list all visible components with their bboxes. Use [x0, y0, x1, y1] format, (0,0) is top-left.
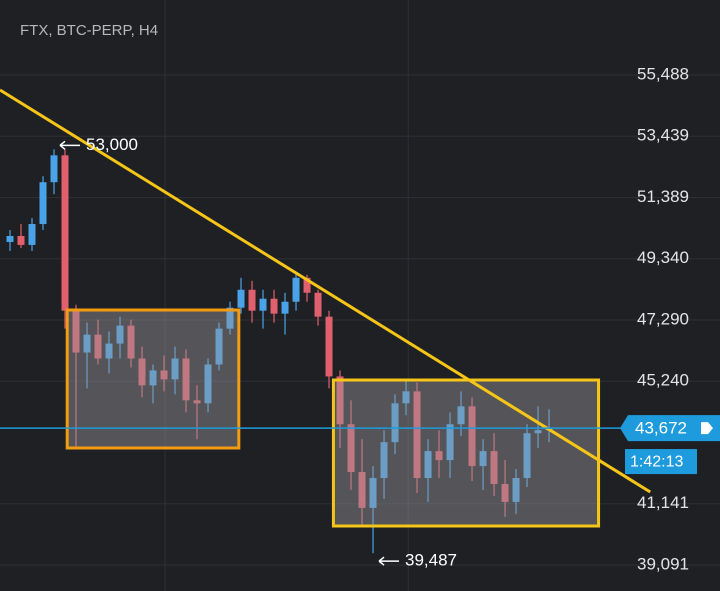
- candle-body: [479, 451, 487, 467]
- candle-body: [83, 334, 91, 353]
- candle-body: [6, 235, 14, 242]
- range-box: [331, 378, 601, 528]
- candle-body: [490, 451, 498, 484]
- candle-body: [468, 406, 476, 467]
- candle-body: [248, 289, 256, 311]
- candle-body: [512, 478, 520, 502]
- annotation-label: 39,487: [405, 551, 457, 570]
- trendline: [0, 88, 652, 494]
- y-tick-label: 39,091: [637, 554, 689, 573]
- chart-title: FTX, BTC-PERP, H4: [20, 22, 158, 39]
- candle-body: [17, 235, 25, 245]
- y-tick-label: 41,141: [637, 493, 689, 512]
- candle-body: [215, 328, 223, 365]
- candle-body: [358, 472, 366, 508]
- candle-body: [28, 224, 36, 245]
- candle-body: [292, 277, 300, 302]
- candle-body: [39, 182, 47, 225]
- tag-icon: [701, 422, 713, 435]
- countdown: 1:42:13: [630, 453, 683, 470]
- overlay: 55,488 53,439 51,389 49,340 47,290 45,240 41,1…: [0, 64, 720, 573]
- y-tick-label: 47,290: [637, 309, 689, 328]
- candle-body: [369, 478, 377, 508]
- candle-body: [193, 400, 201, 404]
- candle-body: [336, 376, 344, 425]
- candle-body: [259, 298, 267, 311]
- candle-body: [61, 155, 69, 311]
- candle-body: [457, 406, 465, 425]
- candle-body: [72, 310, 80, 353]
- candles: [6, 149, 553, 554]
- candle-body: [380, 442, 388, 479]
- candle-body: [347, 424, 355, 473]
- drawings: [0, 88, 652, 528]
- price-tag: [620, 415, 720, 442]
- y-tick-label: 49,340: [637, 248, 689, 267]
- y-tick-label: 45,240: [637, 371, 689, 390]
- candle-body: [314, 292, 322, 317]
- y-tick-label: 55,488: [637, 64, 689, 83]
- y-tick-label: 53,439: [637, 126, 689, 145]
- candle-body: [402, 391, 410, 404]
- annotation-arrowhead: [378, 556, 385, 566]
- current-price-label: 43,672: [635, 419, 687, 438]
- candle-body: [303, 277, 311, 293]
- candle-body: [171, 358, 179, 380]
- candle-body: [50, 155, 58, 183]
- candle-body: [226, 307, 234, 329]
- candle-body: [138, 358, 146, 386]
- candle-body: [391, 403, 399, 443]
- candle-body: [325, 316, 333, 377]
- candle-body: [534, 430, 542, 434]
- candle-body: [160, 370, 168, 380]
- candle-body: [435, 451, 443, 461]
- annotation-arrowhead: [59, 140, 66, 150]
- candle-body: [501, 483, 509, 502]
- candle-body: [237, 289, 245, 308]
- y-tick-label: 51,389: [637, 187, 689, 206]
- candle-body: [424, 451, 432, 479]
- candle-body: [523, 433, 531, 479]
- candle-body: [105, 343, 113, 359]
- countdown-box: [625, 449, 697, 475]
- candle-body: [281, 301, 289, 314]
- candle-body: [204, 364, 212, 404]
- candle-body: [94, 334, 102, 359]
- candle-body: [413, 391, 421, 479]
- candle-body: [116, 325, 124, 344]
- annotation-label: 53,000: [86, 135, 138, 154]
- candle-body: [446, 424, 454, 461]
- candle-body: [149, 370, 157, 386]
- candle-body: [270, 298, 278, 314]
- candle-body: [182, 358, 190, 401]
- candle-body: [127, 325, 135, 359]
- range-box: [65, 308, 241, 450]
